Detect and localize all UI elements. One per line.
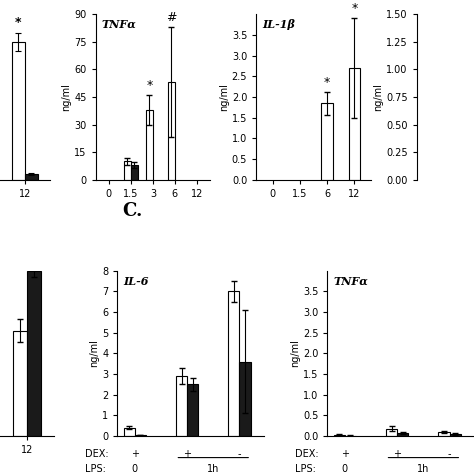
Text: LPS:: LPS: — [295, 464, 316, 474]
Bar — [397, 433, 409, 436]
Bar — [124, 161, 131, 180]
Text: IL-1β: IL-1β — [262, 19, 295, 30]
Bar — [187, 384, 198, 436]
Y-axis label: ng/ml: ng/ml — [290, 339, 300, 367]
Text: #: # — [166, 11, 177, 24]
Text: DEX:: DEX: — [85, 449, 109, 459]
Y-axis label: ng/ml: ng/ml — [62, 83, 72, 111]
Text: 0: 0 — [342, 464, 348, 474]
Bar — [135, 435, 146, 436]
Text: +: + — [183, 449, 191, 459]
Bar — [124, 428, 135, 436]
Bar — [349, 68, 360, 180]
Bar — [146, 110, 153, 180]
Text: -: - — [237, 449, 241, 459]
Bar — [131, 165, 138, 180]
Text: +: + — [131, 449, 139, 459]
Text: LPS:: LPS: — [85, 464, 106, 474]
Bar — [12, 331, 27, 436]
Bar — [168, 82, 175, 180]
Text: +: + — [341, 449, 349, 459]
Text: 1h: 1h — [417, 464, 429, 474]
Text: 0: 0 — [132, 464, 138, 474]
Text: TNFα: TNFα — [101, 19, 136, 30]
Bar — [176, 376, 187, 436]
Text: IL-6: IL-6 — [123, 275, 149, 287]
Y-axis label: ng/ml: ng/ml — [374, 83, 383, 111]
Text: C.: C. — [123, 202, 143, 220]
Bar — [386, 428, 397, 436]
Bar — [27, 271, 41, 436]
Text: TNFα: TNFα — [333, 275, 368, 287]
Text: *: * — [324, 76, 330, 89]
Bar — [11, 42, 25, 180]
Text: +: + — [393, 449, 401, 459]
Bar — [334, 435, 345, 436]
Bar — [239, 362, 251, 436]
Bar — [228, 292, 239, 436]
Text: *: * — [146, 79, 153, 92]
Bar — [25, 174, 38, 180]
Bar — [321, 103, 333, 180]
Bar — [438, 432, 449, 436]
Bar — [449, 434, 461, 436]
Y-axis label: ng/ml: ng/ml — [219, 83, 229, 111]
Text: -: - — [448, 449, 451, 459]
Y-axis label: ng/ml: ng/ml — [89, 339, 99, 367]
Text: *: * — [15, 16, 21, 29]
Text: DEX:: DEX: — [295, 449, 319, 459]
Text: 1h: 1h — [207, 464, 219, 474]
Text: *: * — [351, 2, 357, 16]
